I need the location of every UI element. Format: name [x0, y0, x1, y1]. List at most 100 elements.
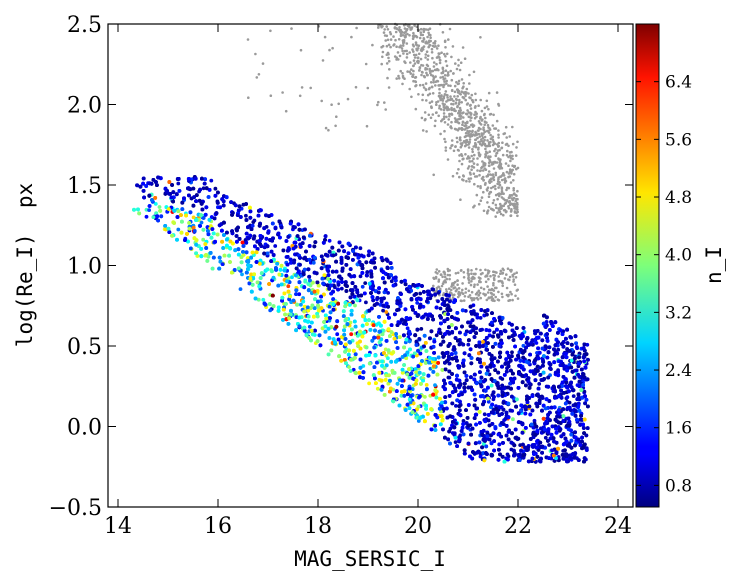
data-point-19: [435, 62, 438, 66]
data-point-990: [430, 85, 434, 89]
data-point-1258: [511, 275, 515, 278]
data-point-728: [409, 61, 412, 64]
data-point-1485: [535, 351, 539, 355]
data-point-821: [495, 119, 499, 123]
data-point-852: [459, 61, 463, 64]
data-point-669: [411, 37, 415, 40]
data-point-1569: [510, 350, 514, 355]
data-point-1308: [478, 291, 482, 295]
data-point-29: [456, 95, 460, 98]
data-point-590: [467, 177, 471, 180]
data-point-1058: [496, 192, 500, 196]
data-point-111: [451, 174, 455, 178]
data-point-135: [494, 215, 498, 218]
data-point-253: [458, 154, 461, 157]
data-point-954: [383, 28, 387, 31]
data-point-827: [516, 197, 519, 201]
data-point-660: [458, 92, 462, 95]
data-point-1226: [507, 278, 510, 281]
data-point-1278: [505, 293, 509, 297]
data-point-610: [499, 175, 503, 179]
data-point-848: [462, 111, 465, 114]
data-point-659: [497, 186, 500, 189]
data-point-192: [495, 206, 498, 210]
data-point-349: [422, 86, 426, 89]
data-point-209: [479, 36, 482, 39]
data-point-1182: [506, 267, 510, 271]
data-point-518: [501, 141, 504, 144]
data-point-986: [511, 168, 514, 172]
data-point-1337: [269, 94, 273, 97]
data-point-99: [397, 77, 401, 80]
data-point-404: [505, 142, 509, 146]
data-point-739: [483, 142, 487, 146]
data-point-720: [442, 115, 446, 118]
data-point-1273: [497, 280, 501, 283]
data-point-557: [412, 53, 416, 57]
data-point-1555: [286, 284, 291, 289]
data-point-1290: [483, 293, 487, 296]
data-point-791: [429, 33, 432, 37]
data-point-855: [461, 95, 465, 99]
data-point-1349: [328, 48, 331, 52]
data-point-682: [430, 51, 434, 54]
data-point-1499: [358, 274, 363, 279]
data-point-1381: [349, 332, 354, 337]
data-point-834: [487, 129, 490, 133]
data-point-248: [434, 119, 437, 123]
data-point-519: [515, 146, 518, 149]
data-point-1253: [492, 283, 495, 287]
data-point-322: [476, 136, 479, 140]
data-point-362: [478, 135, 482, 138]
data-point-892: [505, 199, 509, 203]
data-point-1213: [493, 286, 497, 290]
data-point-993: [437, 55, 440, 58]
data-point-1052: [488, 159, 492, 163]
data-point-1619: [426, 296, 430, 301]
data-point-799: [379, 24, 382, 27]
data-point-210: [385, 62, 389, 65]
data-point-337: [444, 146, 448, 149]
data-point-1031: [429, 36, 432, 39]
data-point-617: [455, 80, 458, 84]
data-point-1239: [457, 287, 461, 290]
data-point-1299: [452, 281, 456, 285]
data-point-1000: [426, 73, 429, 77]
data-point-1020: [457, 102, 461, 106]
data-point-903: [442, 77, 446, 81]
data-point-970: [513, 211, 517, 214]
data-point-486: [481, 169, 485, 172]
data-point-220: [405, 56, 409, 59]
data-point-631: [482, 190, 485, 194]
data-point-998: [457, 64, 460, 67]
data-point-86: [450, 113, 454, 116]
data-point-1335: [331, 46, 334, 50]
data-point-1341: [354, 85, 358, 89]
data-point-1632: [446, 375, 451, 380]
data-point-1334: [246, 38, 250, 41]
data-point-929: [498, 166, 502, 170]
data-point-1036: [446, 158, 450, 161]
data-point-992: [454, 145, 457, 149]
data-point-858: [444, 59, 448, 63]
data-point-1167: [492, 281, 495, 285]
data-point-1529: [363, 281, 368, 285]
data-point-661: [414, 53, 418, 57]
data-point-97: [487, 173, 490, 176]
data-point-950: [438, 106, 441, 110]
data-point-307: [387, 59, 391, 63]
data-point-744: [387, 43, 391, 47]
data-point-825: [441, 75, 445, 79]
data-point-1358: [339, 286, 344, 291]
data-point-706: [498, 148, 501, 152]
data-point-1054: [420, 73, 423, 77]
data-point-750: [486, 210, 489, 214]
data-point-940: [464, 92, 467, 96]
data-point-1234: [476, 283, 479, 286]
data-point-1326: [255, 76, 259, 79]
data-point-1003: [464, 121, 467, 125]
data-point-1009: [507, 206, 511, 210]
data-point-953: [472, 70, 476, 74]
data-point-537: [461, 178, 464, 181]
data-point-1063: [475, 267, 478, 271]
